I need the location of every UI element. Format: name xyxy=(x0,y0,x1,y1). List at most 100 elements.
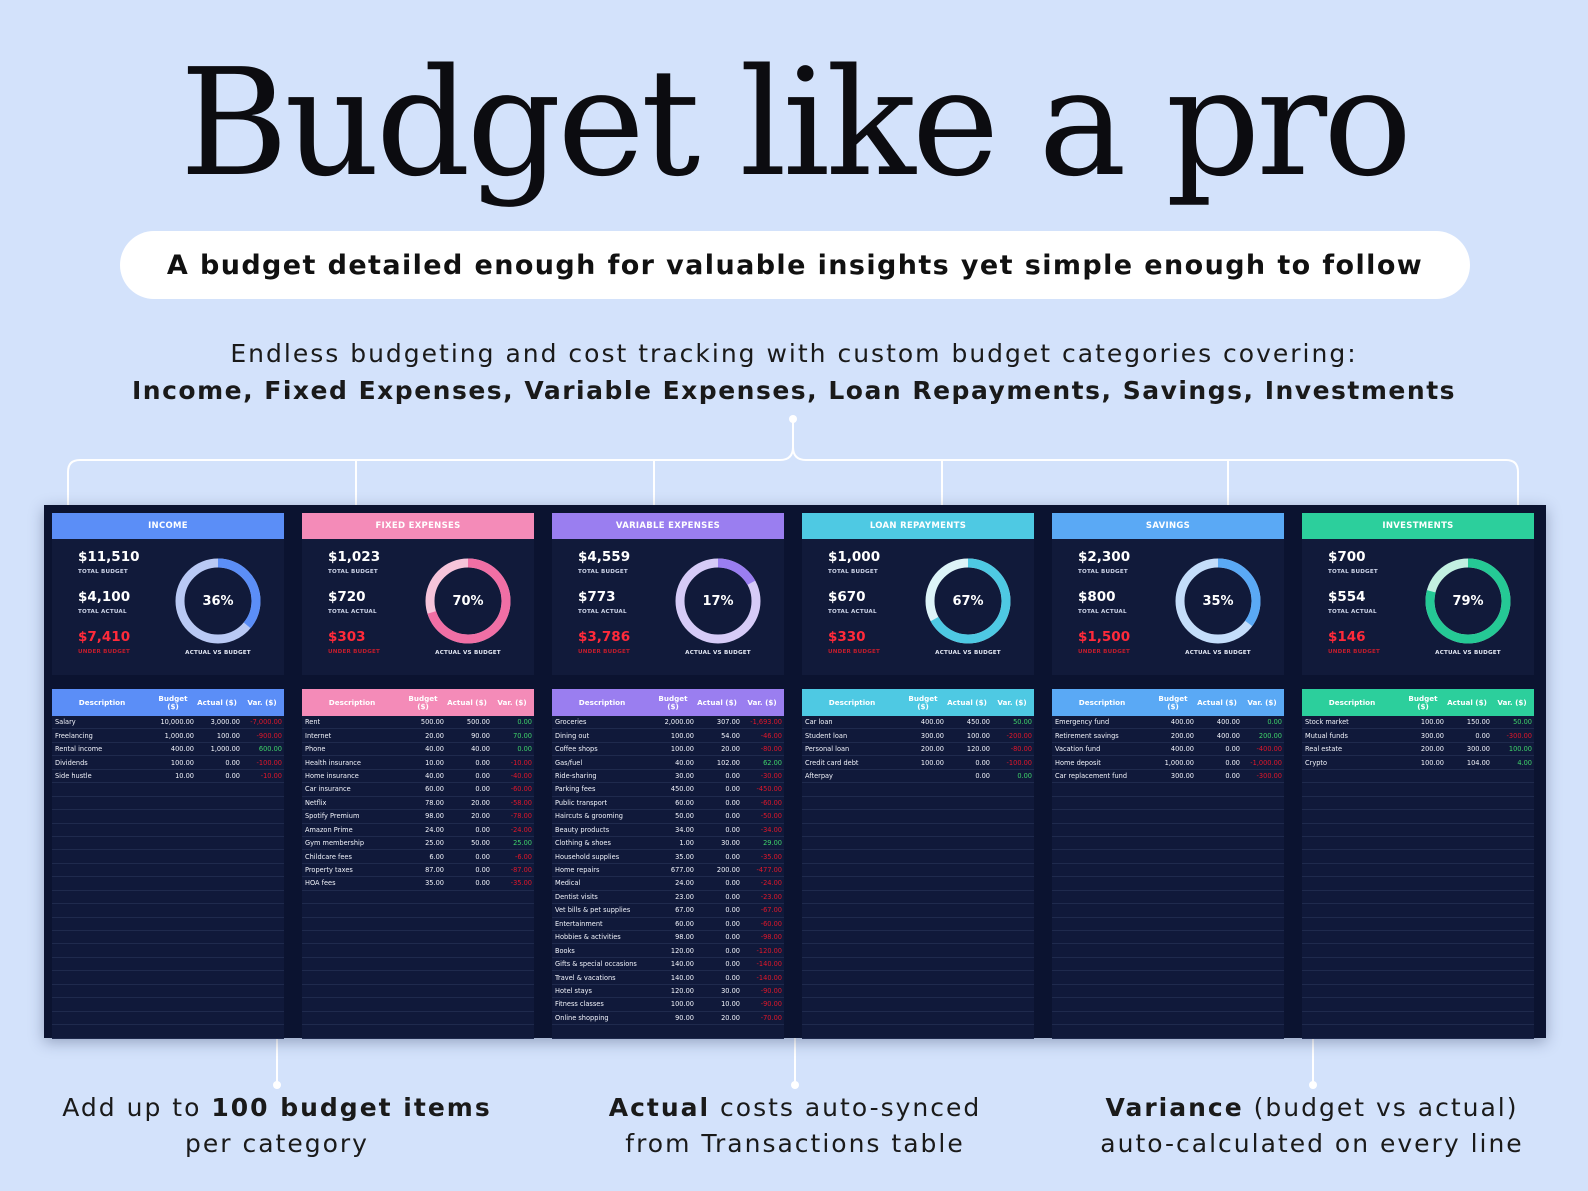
table-row[interactable] xyxy=(802,998,1034,1012)
table-row[interactable] xyxy=(52,985,284,999)
table-row[interactable] xyxy=(802,904,1034,918)
table-row[interactable]: Ride-sharing 30.00 0.00 -30.00 xyxy=(552,770,784,784)
table-row[interactable] xyxy=(1052,850,1284,864)
table-row[interactable]: Entertainment 60.00 0.00 -60.00 xyxy=(552,918,784,931)
table-row[interactable] xyxy=(1052,904,1284,918)
table-row[interactable] xyxy=(802,971,1034,985)
table-row[interactable] xyxy=(1302,985,1534,999)
table-row[interactable] xyxy=(52,904,284,918)
table-row[interactable] xyxy=(1052,985,1284,999)
table-row[interactable] xyxy=(802,1012,1034,1026)
table-row[interactable]: Coffee shops 100.00 20.00 -80.00 xyxy=(552,743,784,757)
table-row[interactable] xyxy=(802,944,1034,958)
table-row[interactable] xyxy=(52,891,284,905)
table-row[interactable] xyxy=(302,944,534,958)
table-row[interactable] xyxy=(1302,824,1534,837)
table-row[interactable] xyxy=(802,891,1034,905)
table-row[interactable] xyxy=(802,824,1034,837)
table-row[interactable]: Netflix 78.00 20.00 -58.00 xyxy=(302,797,534,811)
table-row[interactable] xyxy=(1052,797,1284,811)
table-row[interactable] xyxy=(802,837,1034,851)
table-row[interactable]: Home deposit 1,000.00 0.00 -1,000.00 xyxy=(1052,756,1284,770)
table-row[interactable] xyxy=(1052,971,1284,985)
table-row[interactable] xyxy=(52,783,284,797)
table-row[interactable]: Health insurance 10.00 0.00 -10.00 xyxy=(302,756,534,770)
table-row[interactable]: Medical 24.00 0.00 -24.00 xyxy=(552,877,784,891)
table-row[interactable] xyxy=(52,1025,284,1039)
table-row[interactable] xyxy=(1302,864,1534,878)
table-row[interactable]: Fitness classes 100.00 10.00 -90.00 xyxy=(552,998,784,1012)
table-row[interactable] xyxy=(1052,810,1284,824)
table-row[interactable] xyxy=(302,985,534,999)
table-row[interactable]: Beauty products 34.00 0.00 -34.00 xyxy=(552,824,784,837)
table-row[interactable]: Haircuts & grooming 50.00 0.00 -50.00 xyxy=(552,810,784,824)
table-row[interactable] xyxy=(1052,891,1284,905)
table-row[interactable] xyxy=(1052,877,1284,891)
table-row[interactable] xyxy=(1302,837,1534,851)
table-row[interactable] xyxy=(802,877,1034,891)
table-row[interactable] xyxy=(302,918,534,931)
table-row[interactable]: Public transport 60.00 0.00 -60.00 xyxy=(552,797,784,811)
table-row[interactable] xyxy=(302,958,534,972)
table-row[interactable] xyxy=(1302,944,1534,958)
table-row[interactable] xyxy=(52,824,284,837)
table-row[interactable] xyxy=(802,985,1034,999)
table-row[interactable] xyxy=(1302,1025,1534,1039)
table-row[interactable]: Afterpay 0.00 0.00 xyxy=(802,770,1034,784)
table-row[interactable] xyxy=(52,837,284,851)
table-row[interactable]: Home insurance 40.00 0.00 -40.00 xyxy=(302,770,534,784)
table-row[interactable] xyxy=(802,918,1034,931)
table-row[interactable] xyxy=(52,1012,284,1026)
table-row[interactable]: Household supplies 35.00 0.00 -35.00 xyxy=(552,850,784,864)
table-row[interactable] xyxy=(802,1025,1034,1039)
table-row[interactable] xyxy=(1302,971,1534,985)
table-row[interactable] xyxy=(302,1025,534,1039)
table-row[interactable] xyxy=(1302,904,1534,918)
table-row[interactable] xyxy=(302,931,534,945)
table-row[interactable] xyxy=(52,958,284,972)
table-row[interactable]: Retirement savings 200.00 400.00 200.00 xyxy=(1052,729,1284,743)
table-row[interactable] xyxy=(1052,837,1284,851)
table-row[interactable] xyxy=(1052,998,1284,1012)
table-row[interactable]: Vet bills & pet supplies 67.00 0.00 -67.00 xyxy=(552,904,784,918)
table-row[interactable] xyxy=(1302,810,1534,824)
table-row[interactable]: Gym membership 25.00 50.00 25.00 xyxy=(302,837,534,851)
table-row[interactable] xyxy=(1052,944,1284,958)
table-row[interactable] xyxy=(52,998,284,1012)
table-row[interactable]: Salary 10,000.00 3,000.00 -7,000.00 xyxy=(52,716,284,730)
table-row[interactable] xyxy=(1302,891,1534,905)
table-row[interactable] xyxy=(52,850,284,864)
table-row[interactable] xyxy=(52,864,284,878)
table-row[interactable] xyxy=(302,971,534,985)
table-row[interactable]: HOA fees 35.00 0.00 -35.00 xyxy=(302,877,534,891)
table-row[interactable]: Parking fees 450.00 0.00 -450.00 xyxy=(552,783,784,797)
table-row[interactable]: Home repairs 677.00 200.00 -477.00 xyxy=(552,864,784,878)
table-row[interactable]: Phone 40.00 40.00 0.00 xyxy=(302,743,534,757)
table-row[interactable]: Property taxes 87.00 0.00 -87.00 xyxy=(302,864,534,878)
table-row[interactable] xyxy=(1052,824,1284,837)
table-row[interactable]: Credit card debt 100.00 0.00 -100.00 xyxy=(802,756,1034,770)
table-row[interactable] xyxy=(802,931,1034,945)
table-row[interactable] xyxy=(1302,931,1534,945)
table-row[interactable] xyxy=(1052,918,1284,931)
table-row[interactable] xyxy=(1052,864,1284,878)
table-row[interactable] xyxy=(52,797,284,811)
table-row[interactable]: Books 120.00 0.00 -120.00 xyxy=(552,944,784,958)
table-row[interactable]: Spotify Premium 98.00 20.00 -78.00 xyxy=(302,810,534,824)
table-row[interactable] xyxy=(1302,770,1534,784)
table-row[interactable]: Clothing & shoes 1.00 30.00 29.00 xyxy=(552,837,784,851)
table-row[interactable]: Car insurance 60.00 0.00 -60.00 xyxy=(302,783,534,797)
table-row[interactable] xyxy=(1052,783,1284,797)
table-row[interactable]: Stock market 100.00 150.00 50.00 xyxy=(1302,716,1534,730)
table-row[interactable] xyxy=(1302,783,1534,797)
table-row[interactable] xyxy=(52,931,284,945)
table-row[interactable] xyxy=(802,850,1034,864)
table-row[interactable]: Internet 20.00 90.00 70.00 xyxy=(302,729,534,743)
table-row[interactable] xyxy=(1302,877,1534,891)
table-row[interactable]: Freelancing 1,000.00 100.00 -900.00 xyxy=(52,729,284,743)
table-row[interactable] xyxy=(1302,850,1534,864)
table-row[interactable]: Car replacement fund 300.00 0.00 -300.00 xyxy=(1052,770,1284,784)
table-row[interactable] xyxy=(302,904,534,918)
table-row[interactable] xyxy=(1052,931,1284,945)
table-row[interactable] xyxy=(52,971,284,985)
